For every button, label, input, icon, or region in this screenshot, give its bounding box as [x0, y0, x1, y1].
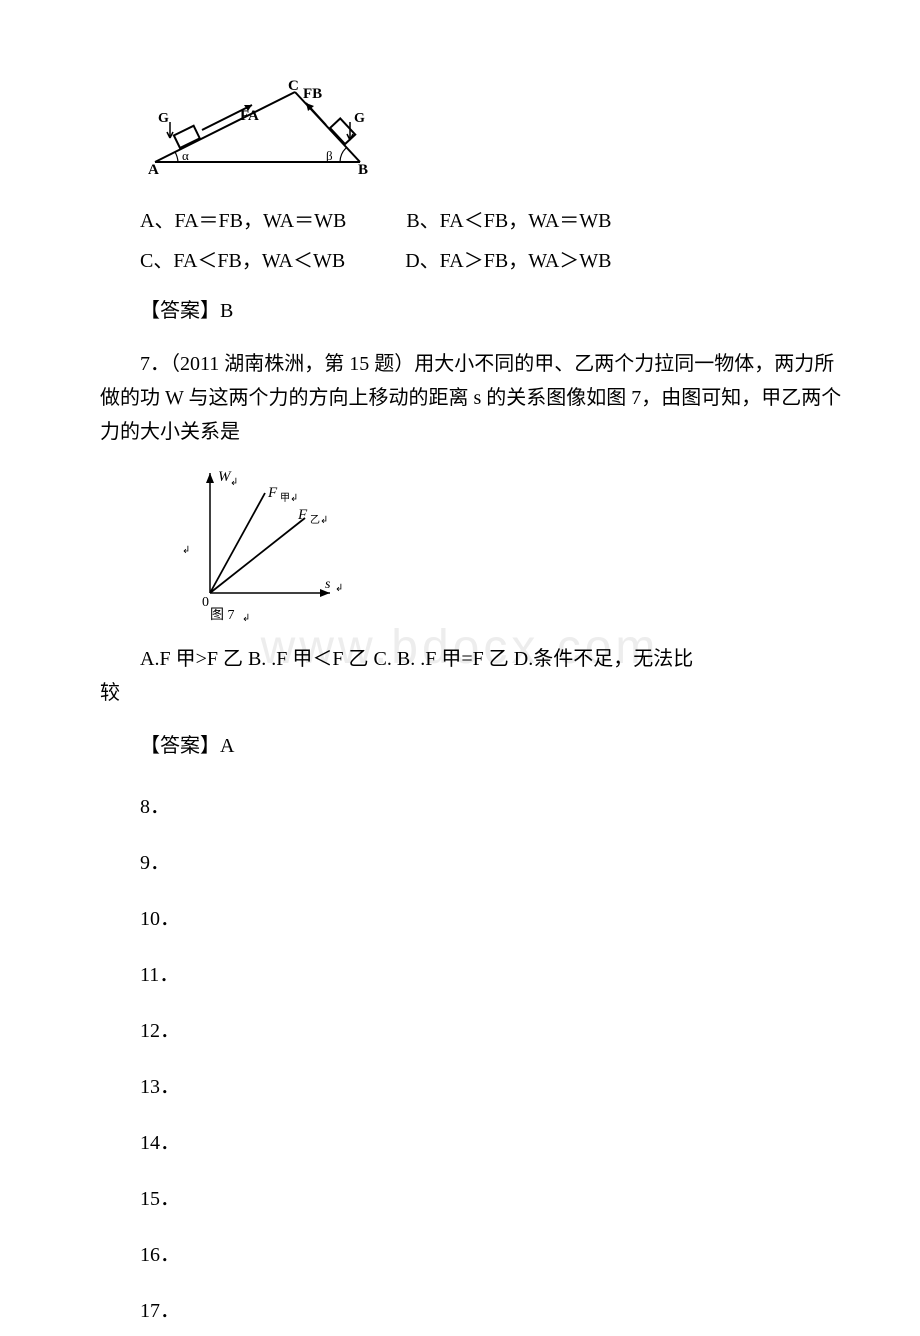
svg-text:0: 0 [202, 595, 209, 610]
q7-options-cont: 较 [100, 676, 850, 710]
label-B: B [358, 162, 368, 176]
svg-text:甲↲: 甲↲ [280, 493, 298, 504]
svg-text:乙↲: 乙↲ [310, 514, 328, 526]
item-12: 12． [140, 1006, 850, 1056]
item-8: 8． [140, 782, 850, 832]
label-alpha: α [182, 148, 189, 163]
label-FB: FB [303, 86, 322, 102]
svg-text:↲: ↲ [182, 545, 190, 556]
item-17: 17． [140, 1286, 850, 1336]
svg-text:F: F [267, 485, 278, 501]
label-C: C [288, 80, 299, 94]
item-14: 14． [140, 1118, 850, 1168]
item-15: 15． [140, 1174, 850, 1224]
figure-q7: W ↲ s ↲ 0 图 7 ↲ F 甲↲ F 乙↲ ↲ [180, 463, 850, 628]
label-G-left: G [158, 111, 169, 126]
label-FA: FA [240, 108, 259, 124]
q6-option-b: B、FA＜FB，WA＝WB [406, 201, 611, 241]
svg-text:图 7: 图 7 [210, 608, 235, 623]
label-G-right: G [354, 111, 365, 126]
q7-options: A.F 甲>F 乙 B. .F 甲＜F 乙 C. B. .F 甲=F 乙 D.条… [100, 642, 850, 676]
q6-answer: 【答案】B [140, 289, 850, 333]
item-11: 11． [140, 950, 850, 1000]
page-content: A B C FA FB G G α β A、FA＝FB，WA＝WB B、FA＜F… [100, 80, 850, 1336]
label-beta: β [326, 148, 333, 163]
figure-q6: A B C FA FB G G α β [140, 80, 850, 181]
q7-answer: 【答案】A [140, 724, 850, 768]
q6-options-row2: C、FA＜FB，WA＜WB D、FA＞FB，WA＞WB [140, 241, 850, 281]
svg-text:F: F [297, 507, 308, 523]
q6-option-c: C、FA＜FB，WA＜WB [140, 241, 345, 281]
item-10: 10． [140, 894, 850, 944]
q7-text: 7．（2011 湖南株洲，第 15 题）用大小不同的甲、乙两个力拉同一物体，两力… [100, 347, 850, 449]
q6-options-row1: A、FA＝FB，WA＝WB B、FA＜FB，WA＝WB [140, 201, 850, 241]
label-A: A [148, 162, 159, 176]
item-9: 9． [140, 838, 850, 888]
item-13: 13． [140, 1062, 850, 1112]
item-16: 16． [140, 1230, 850, 1280]
svg-text:↲: ↲ [242, 613, 250, 623]
q6-option-a: A、FA＝FB，WA＝WB [140, 201, 346, 241]
svg-text:↲: ↲ [230, 477, 238, 488]
q6-option-d: D、FA＞FB，WA＞WB [405, 241, 611, 281]
svg-text:↲: ↲ [335, 583, 343, 594]
number-list: 8． 9． 10． 11． 12． 13． 14． 15． 16． 17． [140, 782, 850, 1336]
svg-text:s: s [325, 577, 331, 592]
